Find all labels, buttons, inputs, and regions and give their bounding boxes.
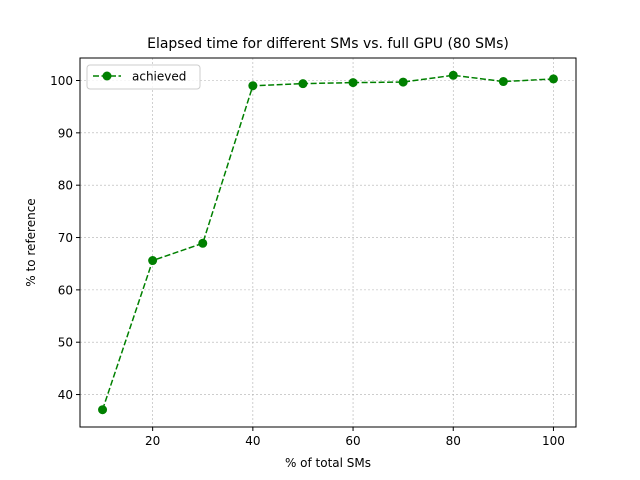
series-line-achieved — [101, 74, 554, 410]
y-tick-label: 80 — [58, 179, 73, 193]
y-tick-label: 40 — [58, 388, 73, 402]
y-tick-label: 50 — [58, 336, 73, 350]
y-tick-label: 90 — [58, 126, 73, 140]
data-point — [198, 238, 208, 248]
x-tick-label: 60 — [345, 434, 360, 448]
x-axis-ticks: 20 40 60 80 100 — [145, 427, 565, 448]
chart-title: Elapsed time for different SMs vs. full … — [147, 36, 509, 52]
series-group — [98, 70, 558, 415]
legend: achieved — [86, 64, 201, 90]
legend-marker — [102, 71, 112, 81]
grid — [80, 58, 576, 427]
x-tick-label: 40 — [245, 434, 260, 448]
y-tick-label: 100 — [50, 74, 73, 88]
data-point — [298, 79, 308, 89]
data-point — [398, 77, 408, 87]
y-axis-ticks: 40 50 60 70 80 90 100 — [50, 74, 80, 402]
legend-box — [86, 64, 201, 90]
x-tick-label: 20 — [145, 434, 160, 448]
data-point — [548, 74, 558, 84]
data-point — [448, 70, 458, 80]
x-tick-label: 100 — [542, 434, 565, 448]
y-tick-label: 70 — [58, 231, 73, 245]
data-point — [148, 256, 158, 266]
data-point — [98, 405, 108, 415]
x-tick-label: 80 — [446, 434, 461, 448]
data-point — [248, 81, 258, 91]
plot-frame — [79, 57, 577, 428]
y-axis-label: % to reference — [24, 198, 38, 286]
data-point — [498, 77, 508, 87]
x-axis-label: % of total SMs — [285, 456, 371, 470]
data-point — [348, 78, 358, 88]
legend-label-achieved: achieved — [132, 70, 186, 84]
y-tick-label: 60 — [58, 283, 73, 297]
